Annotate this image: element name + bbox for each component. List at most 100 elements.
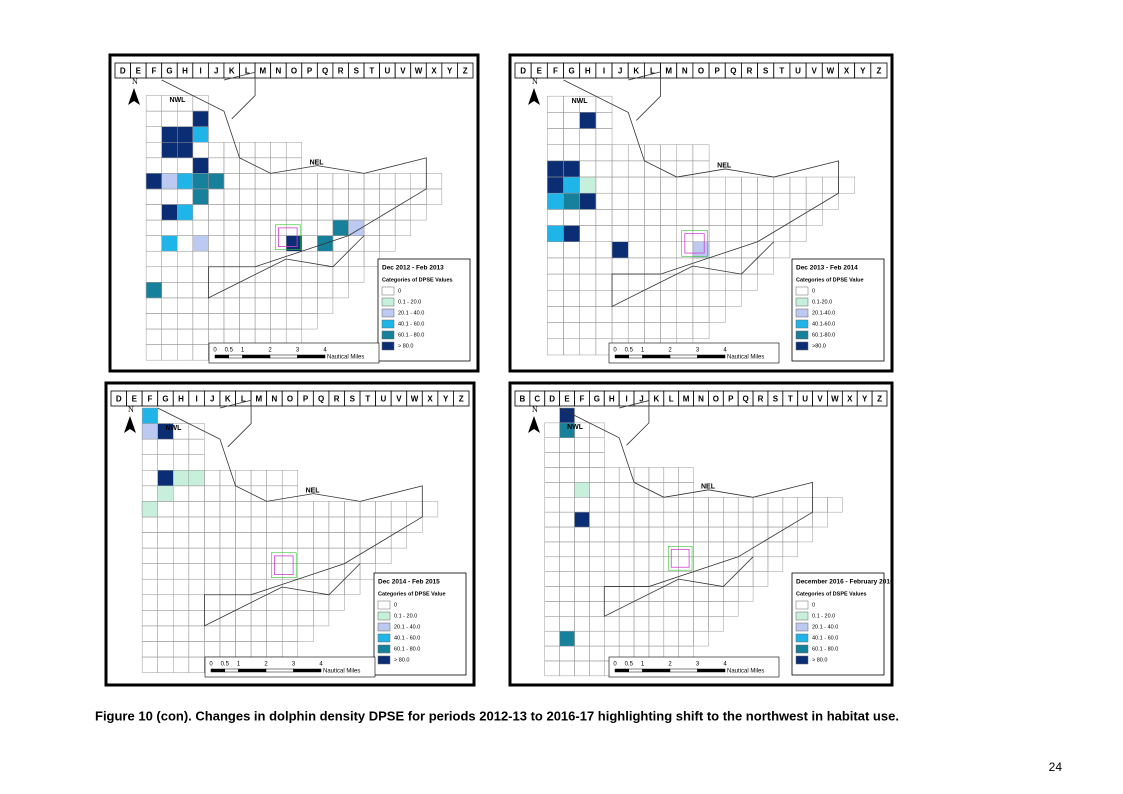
grid-cell xyxy=(827,497,843,513)
column-letter: P xyxy=(728,395,734,404)
legend-label: 0.1 - 20.0 xyxy=(398,299,421,305)
legend-title: December 2016 - February 2016 xyxy=(796,579,894,586)
column-letter: X xyxy=(431,67,437,76)
area-label: NWL xyxy=(169,97,186,104)
column-letter: T xyxy=(365,395,370,404)
column-letter: H xyxy=(585,67,591,76)
column-letter: O xyxy=(291,67,297,76)
area-label: NEL xyxy=(717,163,732,170)
grid-cell xyxy=(692,322,710,340)
column-letter: C xyxy=(534,395,540,404)
legend-swatch xyxy=(795,633,809,643)
column-letter: N xyxy=(698,395,704,404)
scale-label: 3 xyxy=(696,662,700,668)
scale-segment xyxy=(642,668,671,673)
grid-cell xyxy=(812,511,828,528)
scale-unit: Nautical Miles xyxy=(323,669,360,675)
density-cell xyxy=(192,110,209,127)
column-header-cell xyxy=(453,390,470,407)
grid-cell xyxy=(693,630,709,647)
island-outline xyxy=(271,552,297,578)
density-cell xyxy=(188,470,205,487)
column-letter: V xyxy=(400,67,406,76)
column-letter: D xyxy=(520,67,526,76)
scale-segment xyxy=(614,668,629,673)
legend-swatch xyxy=(795,600,809,610)
scale-label: 0 xyxy=(213,348,217,354)
legend-label: 0 xyxy=(812,602,815,608)
column-letter: D xyxy=(549,395,555,404)
legend-subtitle: Categories of DPSE Value xyxy=(796,277,864,283)
legend-label: 40.1 - 60.0 xyxy=(394,635,420,641)
column-letter: W xyxy=(415,67,423,76)
column-letter: R xyxy=(334,395,340,404)
legend-label: >80.0 xyxy=(812,343,826,349)
scale-unit: Nautical Miles xyxy=(327,355,364,361)
scale-label: 2 xyxy=(268,348,272,354)
scale-segment xyxy=(238,668,267,673)
scale-label: 0 xyxy=(613,662,617,668)
column-letter: Q xyxy=(322,67,328,76)
density-cell xyxy=(177,204,194,221)
column-letter: Y xyxy=(447,67,453,76)
scale-label: 4 xyxy=(323,348,327,354)
scale-label: 0.5 xyxy=(625,348,634,354)
column-letter: W xyxy=(831,395,839,404)
scale-segment xyxy=(628,668,643,673)
grid-cell xyxy=(313,610,330,627)
density-cell xyxy=(547,176,564,194)
legend-label: 20.1-40.0 xyxy=(812,310,835,316)
legend-swatch xyxy=(381,330,395,340)
column-letter: Q xyxy=(743,395,749,404)
density-cell xyxy=(559,422,575,439)
density-cell xyxy=(161,142,178,159)
column-letter: F xyxy=(553,67,558,76)
density-cell xyxy=(173,470,190,487)
column-letter: E xyxy=(537,67,543,76)
grid-cell xyxy=(328,594,345,611)
column-letter: R xyxy=(338,67,344,76)
column-letter: X xyxy=(844,67,850,76)
island-outline xyxy=(681,230,708,257)
density-cell xyxy=(145,173,162,190)
grid-cell xyxy=(426,188,443,205)
column-letter: H xyxy=(609,395,615,404)
legend-swatch xyxy=(795,308,809,318)
column-letter: J xyxy=(618,67,622,76)
scale-unit: Nautical Miles xyxy=(727,669,764,675)
column-letter: J xyxy=(210,395,214,404)
legend-label: 60.1 - 80.0 xyxy=(812,646,838,652)
scale-segment xyxy=(228,354,243,359)
density-cell xyxy=(574,482,590,498)
density-cell xyxy=(559,407,575,424)
area-label: NEL xyxy=(306,487,321,494)
density-cell xyxy=(547,192,564,210)
density-cell xyxy=(563,225,580,242)
map-panel: D E F G H I J K L M N O P Q R S T U V W X Y Z N NWL NEL Dec 2013 -… xyxy=(508,53,894,373)
density-cell xyxy=(332,219,349,236)
scale-label: 3 xyxy=(696,348,700,354)
grid-cell xyxy=(757,257,775,275)
density-cell xyxy=(579,176,597,194)
density-cell xyxy=(161,235,178,252)
coastline xyxy=(157,407,423,627)
page-number: 24 xyxy=(1049,760,1063,774)
density-cell xyxy=(177,142,194,159)
coastline xyxy=(161,79,427,299)
column-letter: Z xyxy=(459,395,464,404)
column-letter: O xyxy=(287,395,293,404)
north-label: N xyxy=(128,405,134,414)
legend-label: 20.1 - 40.0 xyxy=(398,310,424,316)
legend-subtitle: Categories of DPSE Value xyxy=(378,591,446,597)
legend-swatch xyxy=(377,633,391,643)
column-letter: Z xyxy=(876,67,881,76)
scale-label: 4 xyxy=(319,662,323,668)
scale-segment xyxy=(265,668,294,673)
scale-segment xyxy=(669,354,698,359)
column-letter: F xyxy=(580,395,585,404)
column-letter: Y xyxy=(862,395,868,404)
density-cell xyxy=(563,160,580,178)
legend-label: > 80.0 xyxy=(398,343,413,349)
